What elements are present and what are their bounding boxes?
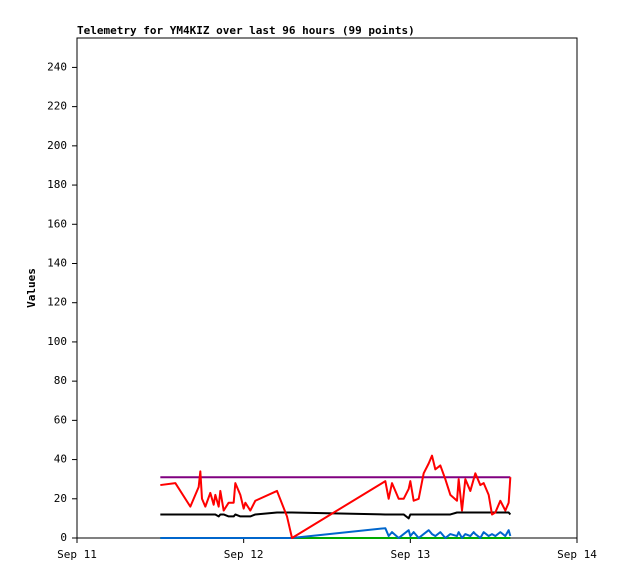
y-tick-label: 20 [54, 492, 67, 505]
y-tick-label: 240 [47, 60, 67, 73]
x-tick-label: Sep 14 [557, 548, 597, 561]
y-tick-label: 100 [47, 335, 67, 348]
y-tick-label: 180 [47, 178, 67, 191]
y-tick-label: 120 [47, 296, 67, 309]
series-line [160, 511, 512, 520]
x-tick-label: Sep 12 [224, 548, 264, 561]
y-tick-label: 80 [54, 374, 67, 387]
y-tick-label: 140 [47, 256, 67, 269]
y-tick-label: 60 [54, 413, 67, 426]
series-line [160, 527, 512, 539]
y-tick-label: 0 [60, 531, 67, 544]
y-tick-label: 40 [54, 453, 67, 466]
y-tick-label: 200 [47, 139, 67, 152]
series-line [160, 454, 512, 539]
chart-title: Telemetry for YM4KIZ over last 96 hours … [77, 24, 415, 37]
y-tick-label: 220 [47, 100, 67, 113]
y-tick-label: 160 [47, 217, 67, 230]
x-tick-label: Sep 11 [57, 548, 97, 561]
x-tick-label: Sep 13 [390, 548, 430, 561]
y-axis-label: Values [25, 268, 38, 308]
